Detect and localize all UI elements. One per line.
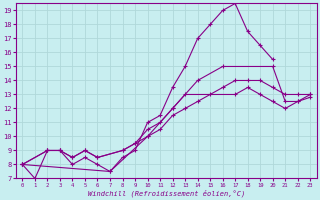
X-axis label: Windchill (Refroidissement éolien,°C): Windchill (Refroidissement éolien,°C): [88, 189, 245, 197]
